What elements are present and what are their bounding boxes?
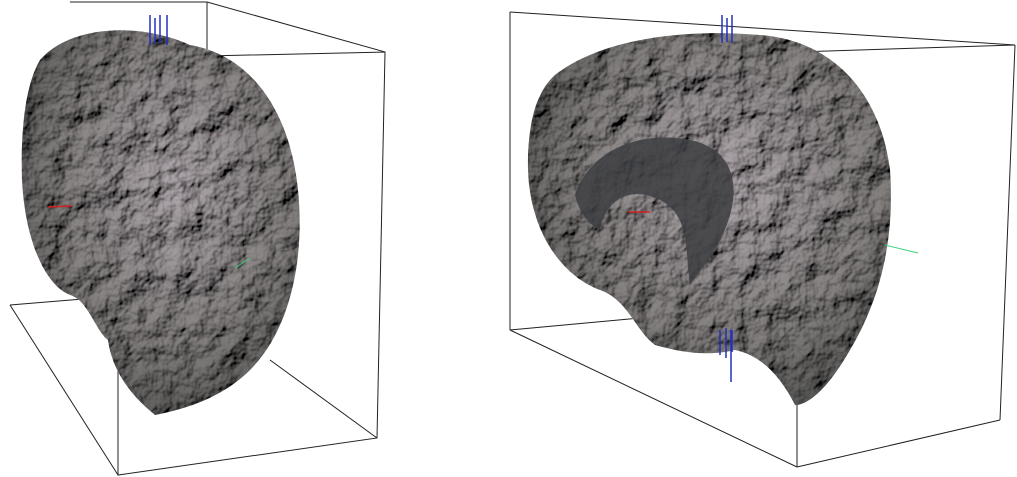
render-view (0, 0, 1017, 477)
brain-render-left (22, 15, 300, 415)
page (0, 0, 1017, 477)
brain-render-right (528, 15, 918, 405)
